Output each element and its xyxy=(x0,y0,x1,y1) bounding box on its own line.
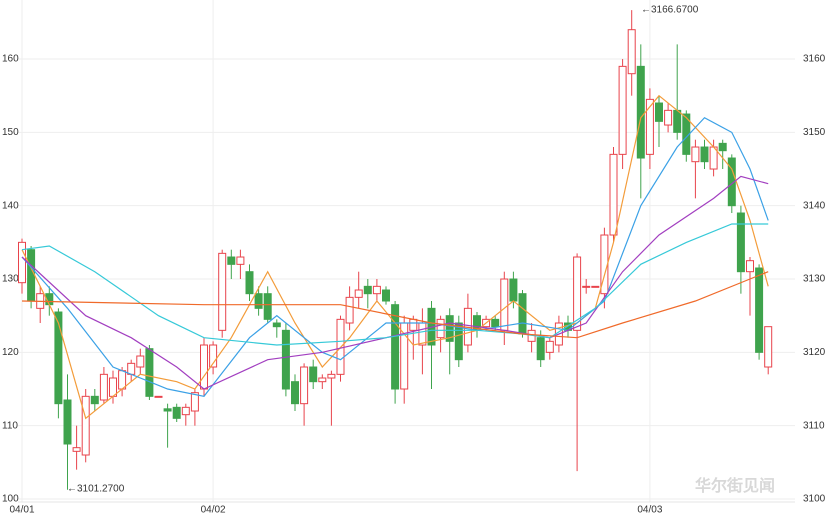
y2-tick-label: 3130 xyxy=(803,274,826,285)
candle-body xyxy=(609,153,618,236)
candle-body xyxy=(764,326,773,368)
candle-body xyxy=(90,395,99,405)
x-tick-label: 04/02 xyxy=(201,505,226,516)
candle-body xyxy=(618,65,627,155)
candle-body xyxy=(645,98,654,155)
candle-body xyxy=(627,29,636,75)
low-annotation: ←3101.2700 xyxy=(67,484,125,495)
candle-body xyxy=(200,344,208,390)
candle-body xyxy=(190,392,199,412)
candle-body xyxy=(746,260,754,273)
candle-body xyxy=(272,322,281,328)
x-tick-label: 04/01 xyxy=(9,505,34,516)
candle-body xyxy=(509,278,518,302)
candle-body xyxy=(673,109,682,133)
y2-tick-label: 3160 xyxy=(803,54,826,65)
candle-body xyxy=(263,293,272,320)
y2-tick-label: 3140 xyxy=(803,200,826,211)
y2-tick-label: 3120 xyxy=(803,347,826,358)
y-tick-label: 140 xyxy=(2,200,19,211)
candle-body xyxy=(500,278,509,331)
candle-body xyxy=(382,289,390,302)
candle-body xyxy=(736,212,745,273)
candle-body xyxy=(99,373,108,401)
candle-body xyxy=(145,348,154,397)
candle-body xyxy=(300,366,309,405)
candle-body xyxy=(691,146,700,163)
candle-body xyxy=(318,377,327,383)
y2-tick-label: 3110 xyxy=(803,420,825,431)
candle-body xyxy=(281,329,290,390)
candle-body xyxy=(755,267,764,353)
candle-body xyxy=(218,252,227,331)
candle-body xyxy=(727,157,736,207)
high-annotation: ←3166.6700 xyxy=(641,5,699,16)
candle-body xyxy=(309,366,318,383)
candle-body xyxy=(436,318,445,339)
ma-line xyxy=(21,175,769,390)
candle-body xyxy=(409,318,418,331)
candle-body xyxy=(518,293,527,335)
candle-body xyxy=(163,408,172,412)
x-tick-label: 04/03 xyxy=(637,505,662,516)
candle-body xyxy=(445,315,454,342)
candle-body xyxy=(327,373,336,379)
candle-body xyxy=(127,362,136,375)
candle-body xyxy=(254,293,263,309)
y-tick-label: 150 xyxy=(2,127,19,138)
candle-body xyxy=(236,256,245,265)
ma-line xyxy=(21,271,769,339)
candle-body xyxy=(81,395,90,456)
candle-body xyxy=(655,102,663,122)
candle-body xyxy=(154,395,163,398)
candle-body xyxy=(582,285,591,288)
watermark: 华尔街见闻 xyxy=(695,476,775,495)
candle-body xyxy=(363,285,372,295)
candle-body xyxy=(209,344,218,368)
candle-body xyxy=(63,399,72,445)
candle-body xyxy=(491,318,500,328)
candle-body xyxy=(418,322,427,346)
candle-body xyxy=(54,311,63,405)
candle-body xyxy=(345,296,354,324)
candle-body xyxy=(573,256,582,331)
candle-body xyxy=(372,285,381,295)
candle-body xyxy=(454,322,463,361)
y-tick-label: 110 xyxy=(2,420,18,431)
candle-body xyxy=(291,381,299,405)
candle-body xyxy=(536,337,545,361)
y2-tick-label: 3100 xyxy=(803,494,826,505)
candle-body xyxy=(172,406,181,419)
candle-body xyxy=(136,355,145,368)
candle-body xyxy=(591,285,600,288)
y-tick-label: 100 xyxy=(2,494,19,505)
candle-body xyxy=(245,271,254,295)
y-tick-label: 120 xyxy=(2,347,19,358)
ma-line xyxy=(21,94,769,420)
candle-body xyxy=(72,447,81,452)
candle-body xyxy=(18,241,26,284)
candle-body xyxy=(354,289,363,298)
candle-body xyxy=(27,249,36,302)
candle-body xyxy=(545,340,554,353)
ma-line xyxy=(21,223,769,346)
candle-body xyxy=(391,304,400,390)
candle-body xyxy=(227,256,236,265)
candle-body xyxy=(718,142,727,152)
candle-body xyxy=(181,406,190,416)
candle-body xyxy=(664,109,673,126)
y2-tick-label: 3150 xyxy=(803,127,826,138)
candle-body xyxy=(700,146,709,163)
y-tick-label: 130 xyxy=(2,274,19,285)
candle-body xyxy=(636,65,645,159)
y-tick-label: 160 xyxy=(2,54,19,65)
